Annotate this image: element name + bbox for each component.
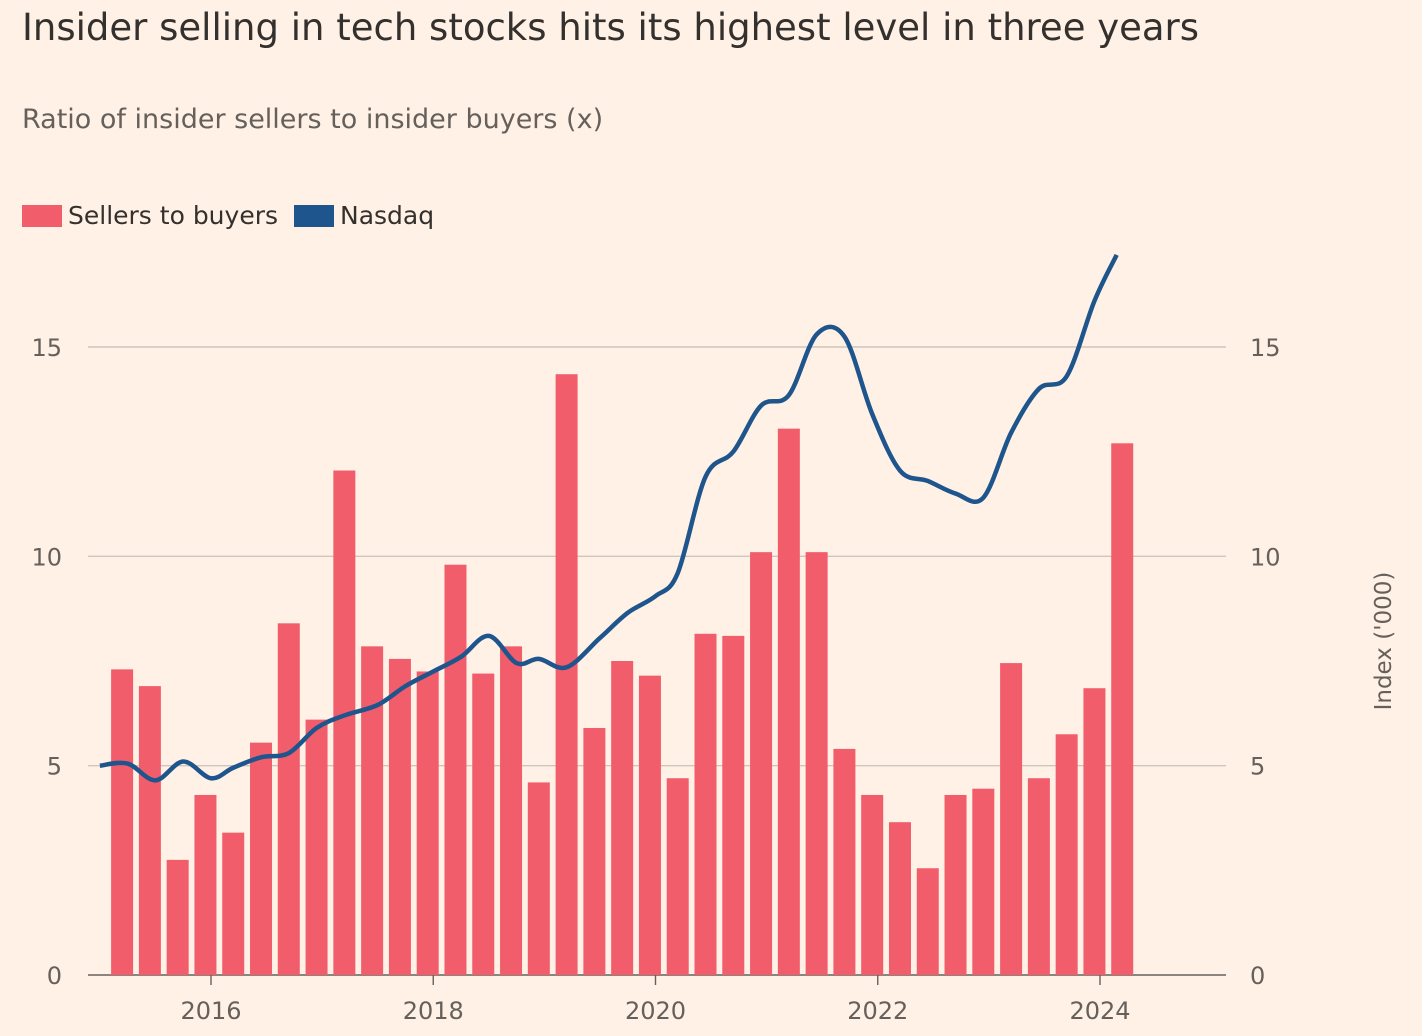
bar — [972, 788, 995, 975]
x-tick-label: 2022 — [847, 997, 908, 1025]
bar — [444, 564, 467, 975]
y-tick-label-right: 0 — [1250, 962, 1265, 990]
y-tick-label-left: 0 — [47, 962, 62, 990]
bar — [361, 646, 384, 975]
bar — [833, 748, 856, 975]
bar — [694, 633, 717, 975]
legend-swatch-nasdaq — [294, 204, 335, 227]
bar — [194, 794, 217, 975]
bar — [138, 686, 161, 975]
y-tick-label-left: 15 — [31, 334, 62, 362]
bar — [888, 822, 911, 975]
bar — [638, 675, 661, 975]
x-tick-label: 2024 — [1069, 997, 1130, 1025]
nasdaq-line — [99, 253, 1119, 783]
bar — [861, 794, 884, 975]
bar — [305, 719, 328, 975]
y-tick-label-right: 15 — [1250, 334, 1281, 362]
bar — [555, 374, 578, 975]
bar — [416, 671, 439, 975]
y-tick-label-right: 10 — [1250, 543, 1281, 571]
bar — [250, 742, 273, 975]
bar — [333, 470, 356, 975]
bar — [111, 669, 134, 975]
chart-title: Insider selling in tech stocks hits its … — [22, 6, 1200, 49]
legend-label-sellers: Sellers to buyers — [68, 201, 279, 230]
bar — [388, 658, 411, 975]
bar — [583, 727, 606, 975]
bar — [166, 859, 189, 975]
bar — [1000, 663, 1023, 975]
x-tick-label: 2016 — [180, 997, 241, 1025]
legend-item-nasdaq: Nasdaq — [294, 201, 434, 230]
y-tick-label-left: 10 — [31, 543, 62, 571]
legend: Sellers to buyers Nasdaq — [22, 201, 450, 230]
x-tick-label: 2018 — [403, 997, 464, 1025]
bar — [277, 623, 300, 975]
y-tick-label-right: 5 — [1250, 753, 1265, 781]
bar — [666, 778, 689, 975]
bar — [1083, 688, 1106, 975]
bar — [1055, 734, 1078, 975]
bar — [916, 868, 939, 975]
bar — [611, 661, 634, 975]
bar — [722, 635, 745, 975]
bar — [944, 794, 967, 975]
bar — [1027, 778, 1050, 975]
bar — [527, 782, 550, 975]
bar — [500, 646, 523, 975]
bar — [1111, 443, 1134, 975]
bar — [805, 552, 828, 975]
bar — [472, 673, 495, 975]
x-tick-label: 2020 — [625, 997, 686, 1025]
legend-item-sellers: Sellers to buyers — [22, 201, 278, 230]
legend-swatch-sellers — [22, 204, 62, 227]
bar — [222, 832, 245, 975]
bar — [777, 428, 800, 975]
legend-label-nasdaq: Nasdaq — [340, 201, 435, 230]
y-tick-label-left: 5 — [47, 753, 62, 781]
chart-subtitle: Ratio of insider sellers to insider buye… — [22, 104, 604, 135]
bar — [750, 552, 773, 975]
